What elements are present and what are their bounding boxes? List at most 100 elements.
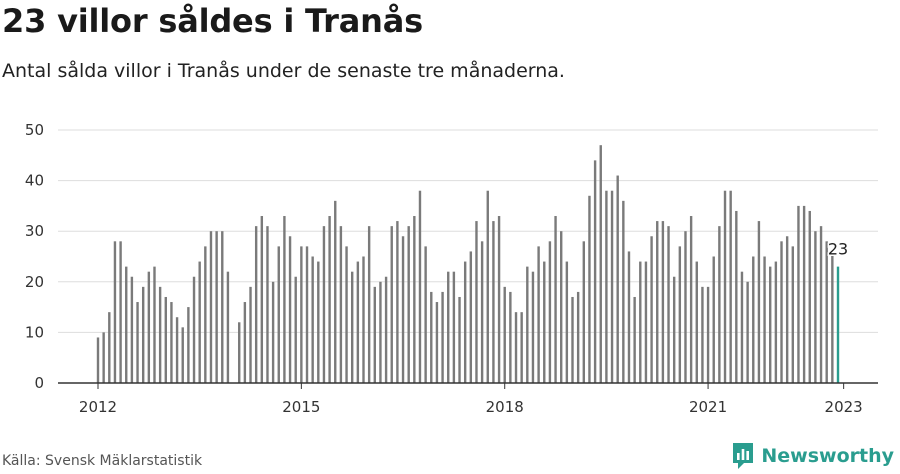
chart-logo-icon: [733, 443, 754, 469]
bar: [763, 256, 766, 383]
y-tick-label: 30: [25, 222, 44, 240]
bar: [661, 221, 665, 383]
bars: [96, 145, 840, 383]
bar: [209, 231, 213, 383]
bar: [797, 205, 800, 383]
bar: [271, 281, 275, 383]
bar: [447, 271, 450, 383]
bar: [119, 241, 122, 383]
bar: [480, 241, 484, 383]
bar: [684, 231, 687, 383]
bar: [706, 286, 710, 383]
bar: [334, 200, 337, 383]
bar: [463, 261, 467, 383]
x-axis: 2012 2015 2018 2021 2023: [58, 382, 878, 416]
bar: [588, 195, 591, 383]
y-axis: 0 10 20 30 40 50: [25, 121, 44, 392]
y-tick-label: 0: [34, 374, 44, 392]
bar: [339, 226, 343, 383]
bar: [627, 251, 631, 383]
gridlines: [58, 129, 878, 333]
bar: [192, 276, 196, 383]
bar: [288, 236, 292, 383]
bar: [520, 312, 523, 383]
bar: [543, 261, 546, 383]
bar: [752, 256, 755, 383]
bar: [610, 190, 614, 383]
bar: [678, 246, 682, 383]
bar: [243, 302, 247, 383]
bar: [452, 271, 456, 383]
bar: [413, 216, 416, 383]
bar: [571, 296, 574, 383]
bar: [774, 261, 778, 383]
bar: [441, 291, 444, 383]
bar: [757, 221, 761, 383]
latest-value-label: 23: [828, 240, 848, 259]
chart-subtitle: Antal sålda villor i Tranås under de sen…: [2, 60, 565, 82]
bar: [373, 286, 376, 383]
bar: [164, 296, 167, 383]
bar: [294, 276, 297, 383]
bar: [401, 236, 405, 383]
bar: [616, 175, 619, 383]
bar: [503, 286, 506, 383]
bar: [238, 322, 241, 383]
x-tick-label: 2023: [825, 398, 863, 416]
bar: [407, 226, 410, 383]
bar: [418, 190, 422, 383]
bar: [204, 246, 207, 383]
bar: [430, 291, 433, 383]
bar: [537, 246, 540, 383]
y-tick-label: 20: [25, 273, 44, 291]
bar: [650, 236, 653, 383]
bar: [469, 251, 473, 383]
bar: [435, 302, 439, 383]
bar: [785, 236, 789, 383]
bar: [328, 216, 331, 383]
x-tick-label: 2015: [282, 398, 320, 416]
bar: [96, 337, 100, 383]
bar: [266, 226, 269, 383]
brand-name: Newsworthy: [761, 445, 894, 467]
bar: [729, 190, 732, 383]
y-tick-label: 40: [25, 172, 44, 190]
bar: [791, 246, 795, 383]
y-tick-label: 50: [25, 121, 44, 139]
bar: [735, 210, 738, 383]
bar: [300, 246, 303, 383]
bar: [113, 241, 117, 383]
bar: [367, 226, 371, 383]
bar: [554, 216, 557, 383]
bar: [384, 276, 388, 383]
bar: [780, 241, 783, 383]
bar: [492, 221, 495, 383]
bar: [486, 190, 489, 383]
brand-logo[interactable]: Newsworthy: [731, 441, 894, 471]
bar: [599, 145, 602, 383]
bar: [769, 266, 772, 383]
y-tick-label: 10: [25, 323, 44, 341]
bar: [362, 256, 365, 383]
bar-chart: 2012 2015 2018 2021 2023 0 10 20 30 40 50 23: [25, 121, 878, 416]
bar: [509, 291, 512, 383]
bar: [746, 281, 749, 383]
bar: [819, 226, 823, 383]
bar: [317, 261, 320, 383]
bar: [458, 296, 461, 383]
bar: [396, 221, 399, 383]
bar: [226, 271, 230, 383]
bar: [701, 286, 704, 383]
bar: [560, 231, 563, 383]
x-tick-label: 2012: [79, 398, 117, 416]
bar: [644, 261, 648, 383]
bar: [723, 190, 727, 383]
bar: [531, 271, 535, 383]
bar: [622, 200, 625, 383]
bar: [802, 205, 806, 383]
x-tick-label: 2018: [486, 398, 524, 416]
bar: [656, 221, 659, 383]
bar: [497, 216, 501, 383]
bar: [153, 266, 156, 383]
bar: [102, 332, 105, 383]
